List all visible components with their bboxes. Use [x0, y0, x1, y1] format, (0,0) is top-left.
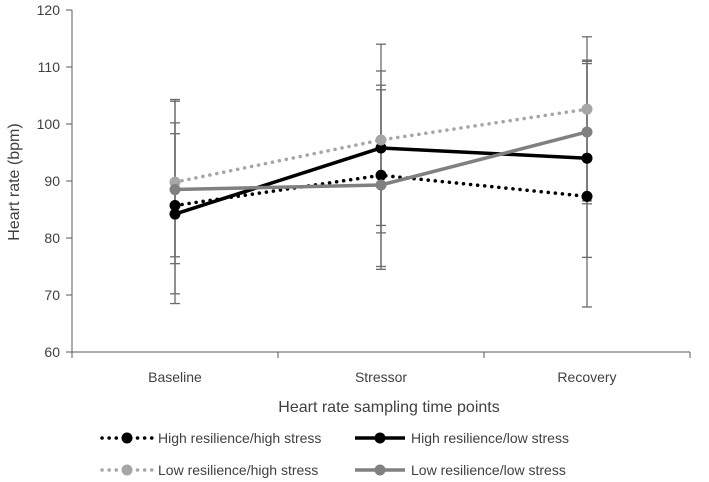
x-axis: Baseline Stressor Recovery — [71, 351, 691, 385]
y-axis-title: Heart rate (bpm) — [6, 123, 23, 240]
series-points — [169, 103, 593, 220]
data-point-low-resilience-low-stress — [581, 126, 593, 138]
data-point-high-resilience-high-stress — [581, 190, 593, 202]
y-tick-label: 60 — [44, 344, 60, 360]
data-point-high-resilience-low-stress — [169, 208, 181, 220]
legend-item-high-resilience-high-stress: High resilience/high stress — [100, 430, 321, 446]
y-tick-label: 110 — [38, 59, 61, 75]
data-point-high-resilience-low-stress — [375, 142, 387, 154]
y-tick-label: 70 — [44, 287, 60, 303]
legend-item-high-resilience-low-stress: High resilience/low stress — [355, 430, 569, 446]
legend-swatch-marker — [374, 432, 386, 444]
x-tick-label-baseline: Baseline — [148, 369, 202, 385]
data-point-low-resilience-low-stress — [375, 179, 387, 191]
legend-swatch-marker — [121, 432, 133, 444]
x-tick-label-stressor: Stressor — [355, 369, 407, 385]
legend-item-low-resilience-low-stress: Low resilience/low stress — [355, 462, 566, 478]
y-tick-label: 90 — [44, 173, 60, 189]
legend-item-low-resilience-high-stress: Low resilience/high stress — [100, 462, 318, 478]
data-point-high-resilience-high-stress — [169, 200, 181, 212]
x-tick-label-recovery: Recovery — [557, 369, 616, 385]
x-axis-title: Heart rate sampling time points — [278, 399, 499, 416]
legend-label: Low resilience/low stress — [411, 462, 566, 478]
data-point-high-resilience-low-stress — [581, 152, 593, 164]
data-point-low-resilience-high-stress — [375, 134, 387, 146]
data-point-low-resilience-high-stress — [581, 103, 593, 115]
y-tick-label: 120 — [37, 2, 61, 18]
legend: High resilience/high stress High resilien… — [100, 430, 569, 478]
series-line-low-resilience-high-stress — [173, 107, 589, 184]
legend-label: High resilience/high stress — [158, 430, 321, 446]
y-tick-label: 100 — [37, 116, 61, 132]
y-axis: 60 70 80 90 100 110 120 — [37, 2, 73, 360]
legend-swatch-marker — [121, 464, 133, 476]
y-tick-label: 80 — [44, 230, 60, 246]
legend-swatch-marker — [374, 464, 386, 476]
series-line-high-resilience-high-stress — [173, 173, 589, 208]
legend-label: Low resilience/high stress — [158, 462, 318, 478]
legend-label: High resilience/low stress — [411, 430, 569, 446]
data-point-low-resilience-low-stress — [169, 184, 181, 196]
data-point-high-resilience-high-stress — [375, 169, 387, 181]
